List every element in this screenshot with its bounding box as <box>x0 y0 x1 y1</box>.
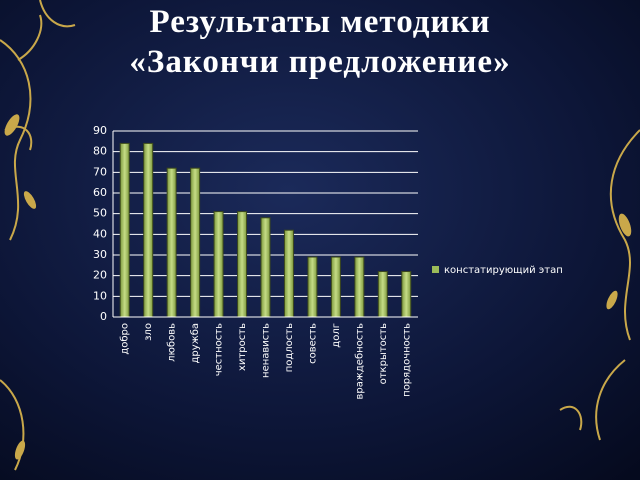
chart-title: Результаты методики «Закончи предложение… <box>129 4 511 80</box>
y-tick-label: 70 <box>93 165 107 178</box>
x-tick-label: честность <box>214 323 225 376</box>
bar <box>213 211 224 318</box>
y-tick-label: 90 <box>93 124 107 137</box>
x-tick-label: зло <box>143 323 154 341</box>
y-tick-label: 20 <box>93 269 107 282</box>
bar <box>237 211 248 318</box>
bar <box>143 142 154 318</box>
bar <box>377 271 388 318</box>
y-tick-label: 0 <box>100 310 107 323</box>
x-tick-label: порядочность <box>401 323 412 397</box>
legend-label: констатирующий этап <box>444 265 563 276</box>
x-tick-label: открытость <box>378 323 389 384</box>
x-tick-label: подлость <box>284 323 295 372</box>
bar <box>283 229 294 318</box>
x-tick-label: добро <box>120 323 131 355</box>
x-tick-label: хитрость <box>237 323 248 371</box>
bar <box>401 271 412 318</box>
y-tick-label: 10 <box>93 289 107 302</box>
legend-swatch <box>432 266 439 273</box>
bar <box>190 167 201 318</box>
x-tick-label: совесть <box>307 323 318 364</box>
bar <box>119 142 130 318</box>
x-tick-label: любовь <box>167 323 178 362</box>
x-tick-label: враждебность <box>354 323 365 400</box>
y-tick-label: 50 <box>93 207 107 220</box>
ornament-leaves <box>4 114 632 460</box>
bar <box>260 217 271 318</box>
y-tick-label: 30 <box>93 248 107 261</box>
bar <box>166 167 177 318</box>
y-tick-label: 40 <box>93 227 107 240</box>
y-tick-label: 60 <box>93 186 107 199</box>
y-tick-label: 80 <box>93 145 107 158</box>
x-tick-label: ненависть <box>261 323 272 378</box>
bar <box>307 256 318 318</box>
bar <box>330 256 341 318</box>
bar <box>354 256 365 318</box>
x-tick-label: дружба <box>190 323 201 363</box>
x-tick-label: долг <box>331 323 342 348</box>
